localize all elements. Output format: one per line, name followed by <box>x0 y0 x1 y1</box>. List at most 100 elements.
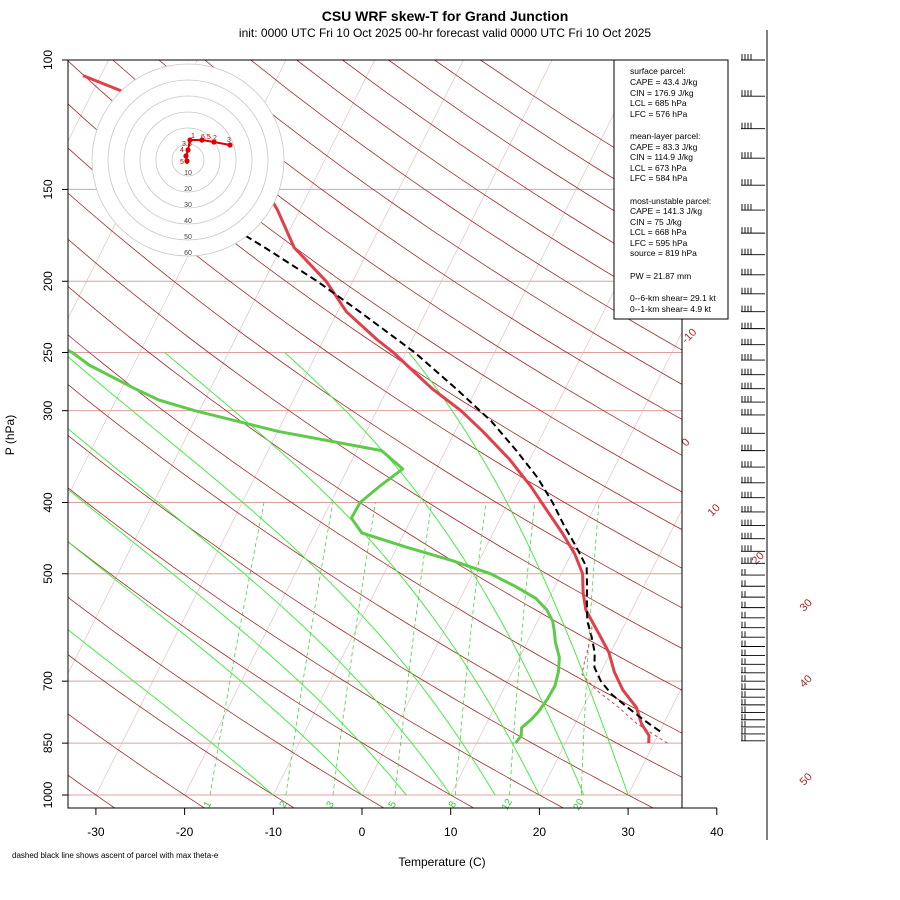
stat-mu-cin: CIN = 75 J/kg <box>630 217 682 227</box>
y-tick-label: 150 <box>41 179 55 199</box>
moist-adiabat <box>164 352 540 796</box>
moist-adiabat <box>68 629 274 796</box>
mixing-ratio-line <box>454 502 487 796</box>
chart-subtitle: init: 0000 UTC Fri 10 Oct 2025 00-hr for… <box>239 26 652 40</box>
hodograph-point <box>187 137 193 143</box>
stat-mu-head: most-unstable parcel: <box>630 196 711 206</box>
moist-adiabat <box>68 488 407 796</box>
hodograph-height-label: 1 <box>191 133 195 140</box>
dry-adiabat <box>296 60 682 317</box>
hodograph-point <box>199 137 205 143</box>
stat-surface-head: surface parcel: <box>630 66 686 76</box>
chart-title: CSU WRF skew-T for Grand Junction <box>322 8 569 24</box>
hodograph-ring-label: 50 <box>184 234 192 241</box>
hodograph-height-label: 6 <box>185 159 189 166</box>
hodograph-ring <box>155 127 221 193</box>
hodograph-point <box>211 139 217 145</box>
isotherm-line <box>450 331 682 796</box>
hodograph-point <box>227 142 233 148</box>
y-tick-label: 1000 <box>41 781 55 808</box>
hodograph-ring <box>123 95 253 225</box>
isotherm-label: 50 <box>798 771 815 788</box>
stat-pw: PW = 21.87 mm <box>630 271 691 281</box>
stat-mean-cape: CAPE = 83.3 J/kg <box>630 142 698 152</box>
hodograph-ring <box>139 111 237 209</box>
moist-adiabat <box>408 352 629 796</box>
hodograph-height-label: 4 <box>180 147 184 154</box>
dry-adiabat <box>68 192 682 609</box>
stat-surface-cape: CAPE = 43.4 J/kg <box>630 77 698 87</box>
mixing-ratio-line <box>509 502 536 796</box>
y-tick-label: 250 <box>41 342 55 362</box>
stat-surface-lfc: LFC = 576 hPa <box>630 109 688 119</box>
mixing-ratio-label: 1 <box>202 799 215 810</box>
moist-adiabat <box>68 356 496 796</box>
stat-mu-cape: CAPE = 141.3 J/kg <box>630 206 702 216</box>
isotherm-line <box>184 60 553 796</box>
hodograph-height-label: 2 <box>213 135 217 142</box>
y-tick-label: 300 <box>41 400 55 420</box>
hodograph-ring-label: 40 <box>184 218 192 225</box>
dry-adiabat <box>204 60 682 385</box>
y-tick-label: 500 <box>41 563 55 583</box>
dry-adiabat <box>68 238 682 649</box>
parcel-stats-box: surface parcel: CAPE = 43.4 J/kg CIN = 1… <box>613 59 729 320</box>
stat-mean-lcl: LCL = 673 hPa <box>630 163 687 173</box>
hodograph-height-label: 5 <box>180 159 184 166</box>
x-tick-label: 30 <box>621 825 635 839</box>
dry-adiabat <box>112 60 682 456</box>
mixing-ratio-line <box>285 502 334 796</box>
dry-adiabat <box>68 713 206 808</box>
dewpoint-profile <box>68 348 561 744</box>
isotherm-label: -10 <box>680 326 700 346</box>
dry-adiabat <box>68 384 682 778</box>
dry-adiabat <box>68 147 682 569</box>
x-tick-label: -30 <box>87 825 105 839</box>
mixing-ratio-line <box>332 502 376 796</box>
dry-adiabat <box>68 596 385 808</box>
mixing-ratio-label: 8 <box>447 799 460 810</box>
moist-adiabat <box>68 428 452 796</box>
hodograph-ring-label: 30 <box>184 202 192 209</box>
dry-adiabat <box>68 334 682 734</box>
x-tick-label: -20 <box>176 825 194 839</box>
hodograph-ring <box>107 79 269 241</box>
stat-shear-1km: 0--1-km shear= 4.9 kt <box>630 304 712 314</box>
stat-mu-lfc: LFC = 595 hPa <box>630 238 688 248</box>
x-tick-label: 0 <box>359 825 366 839</box>
hodograph-ring-label: 10 <box>184 170 192 177</box>
x-axis-label: Temperature (C) <box>398 855 485 869</box>
mixing-ratio-label: 5 <box>387 799 400 810</box>
isotherm-label: 40 <box>798 673 815 690</box>
y-tick-label: 200 <box>41 271 55 291</box>
y-tick-label: 400 <box>41 492 55 512</box>
parcel_surface-profile <box>581 618 668 744</box>
wind-barbs <box>741 54 765 742</box>
x-tick-label: 20 <box>533 825 547 839</box>
dry-adiabat <box>158 60 682 420</box>
mixing-ratio-line <box>209 502 265 796</box>
moist-adiabat <box>68 541 363 796</box>
hodograph-ring-label: 20 <box>184 186 192 193</box>
isotherm-label: 20 <box>750 550 767 567</box>
dry-adiabat <box>68 487 565 808</box>
hodograph-height-label: 3.5 <box>182 141 192 148</box>
dry-adiabat <box>250 60 682 351</box>
mixing-ratio-label: 12 <box>500 797 515 813</box>
isotherm-label: 10 <box>706 502 723 519</box>
isotherm-line <box>95 60 464 796</box>
y-tick-label: 100 <box>41 50 55 70</box>
x-tick-label: 40 <box>710 825 724 839</box>
stat-shear-6km: 0--6-km shear= 29.1 kt <box>630 293 716 303</box>
footnote: dashed black line shows ascent of parcel… <box>12 851 219 860</box>
hodograph-point <box>183 153 189 159</box>
stat-surface-cin: CIN = 176.9 J/kg <box>630 88 694 98</box>
isotherm-line <box>539 509 682 796</box>
y-tick-label: 850 <box>41 733 55 753</box>
y-axis-label: P (hPa) <box>3 415 17 455</box>
hodograph-ring <box>171 143 205 177</box>
isotherm-line <box>806 60 900 795</box>
stat-mean-head: mean-layer parcel: <box>630 131 700 141</box>
